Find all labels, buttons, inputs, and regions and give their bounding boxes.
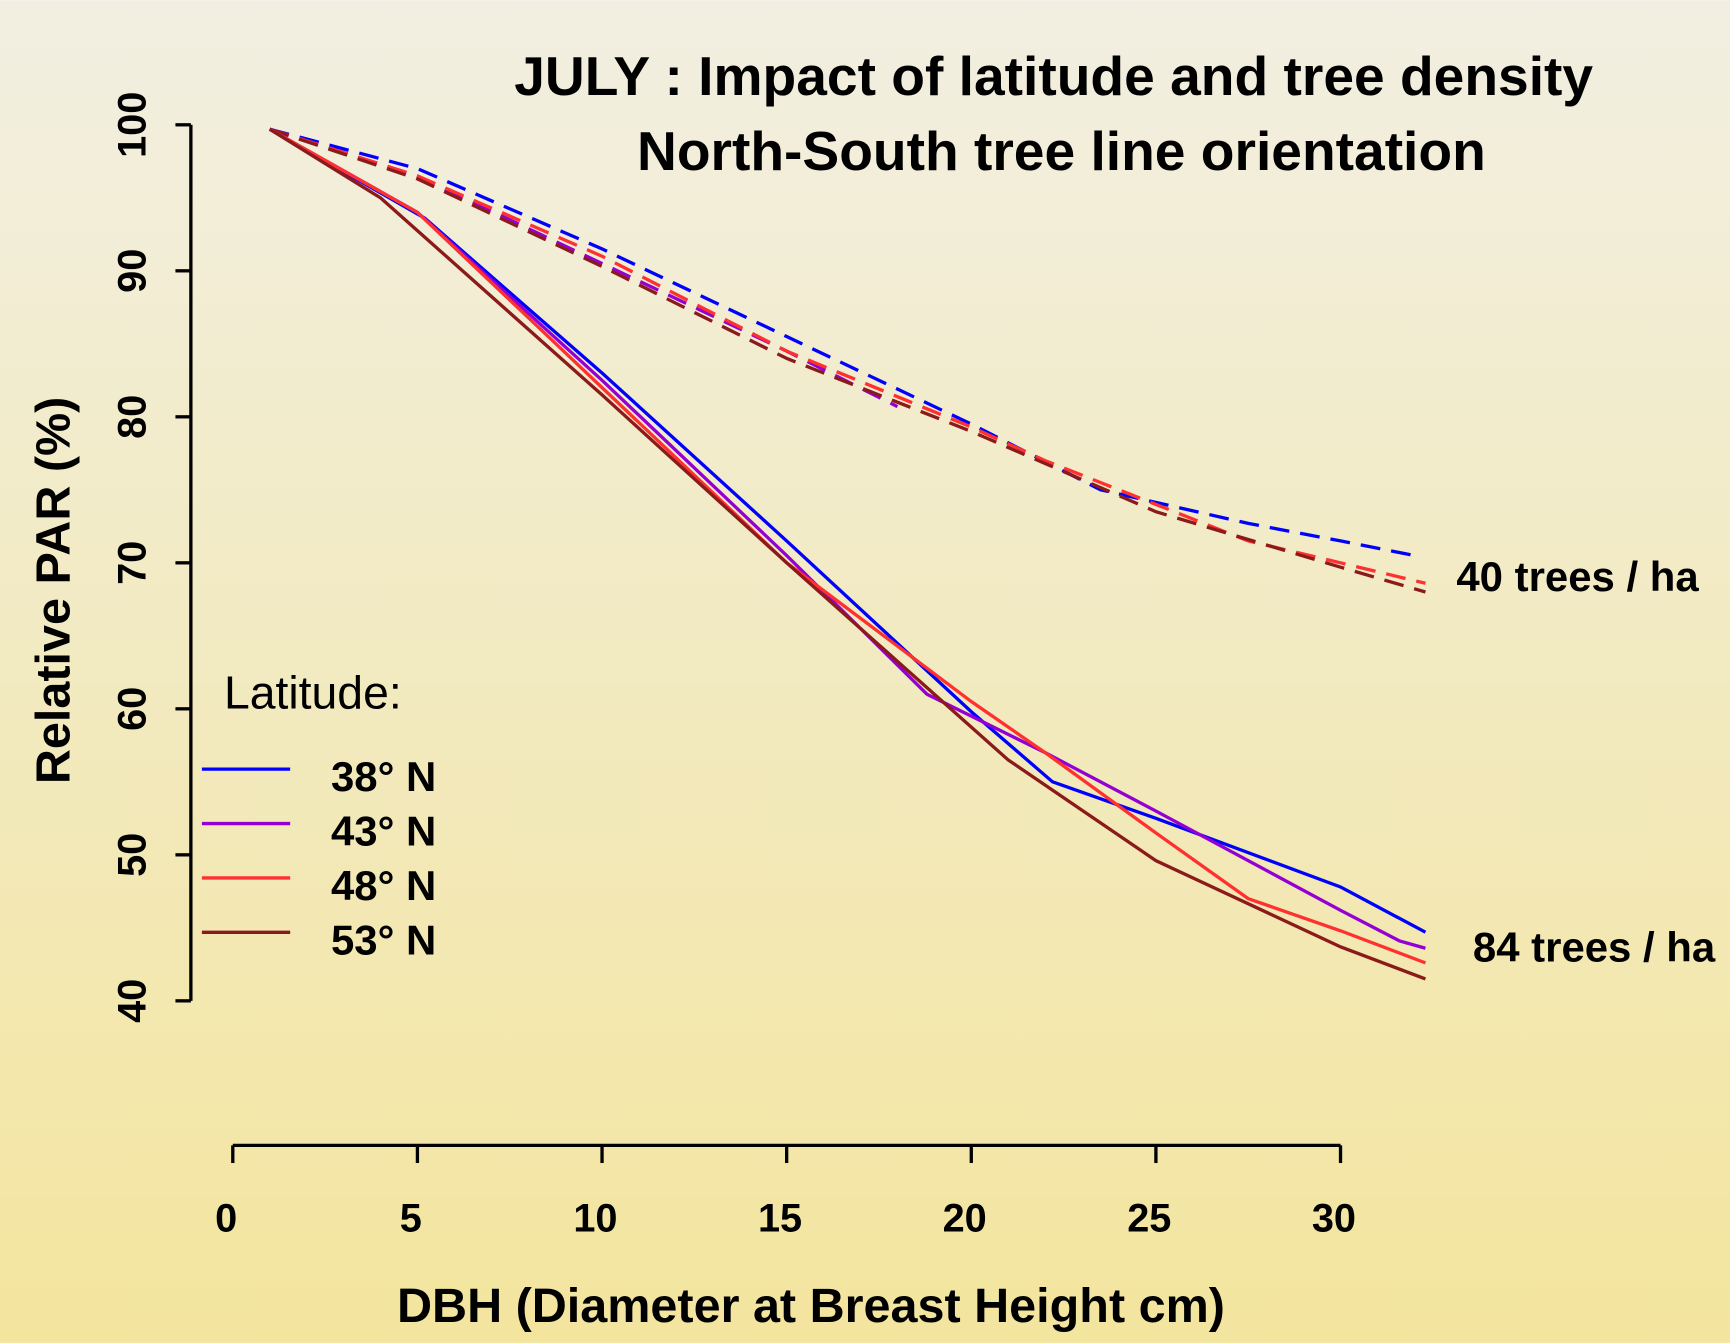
- series-line: [269, 127, 1426, 585]
- group-label: 40 trees / ha: [1456, 553, 1699, 600]
- series-line: [268, 127, 1427, 981]
- chart-title: JULY : Impact of latitude and tree densi…: [514, 45, 1593, 107]
- series-line: [268, 127, 1427, 965]
- y-tick-label: 70: [111, 541, 155, 585]
- group-label: 84 trees / ha: [1473, 923, 1716, 970]
- y-tick-label: 50: [111, 833, 155, 877]
- x-tick-label: 15: [758, 1196, 802, 1240]
- x-tick-label: 0: [215, 1196, 237, 1240]
- y-tick-label: 100: [111, 92, 155, 158]
- x-tick-label: 30: [1312, 1196, 1356, 1240]
- series-line: [269, 127, 1426, 594]
- series-line: [268, 127, 1427, 934]
- x-tick-label: 25: [1127, 1196, 1171, 1240]
- y-tick-label: 90: [111, 249, 155, 293]
- series-line: [268, 127, 1426, 950]
- chart-subtitle: North-South tree line orientation: [637, 120, 1486, 182]
- legend-title: Latitude:: [224, 666, 402, 718]
- legend-label: 43° N: [331, 808, 436, 855]
- x-axis-label: DBH (Diameter at Breast Height cm): [397, 1279, 1225, 1333]
- x-tick-label: 10: [573, 1196, 617, 1240]
- y-tick-label: 60: [111, 687, 155, 731]
- x-tick-label: 5: [400, 1196, 422, 1240]
- legend-label: 53° N: [331, 916, 436, 963]
- legend-label: 48° N: [331, 862, 436, 909]
- y-tick-label: 40: [111, 979, 155, 1023]
- x-tick-label: 20: [943, 1196, 987, 1240]
- series-line: [269, 127, 1415, 558]
- y-axis-label: Relative PAR (%): [27, 397, 81, 784]
- y-tick-label: 80: [111, 395, 155, 439]
- legend-label: 38° N: [331, 753, 436, 800]
